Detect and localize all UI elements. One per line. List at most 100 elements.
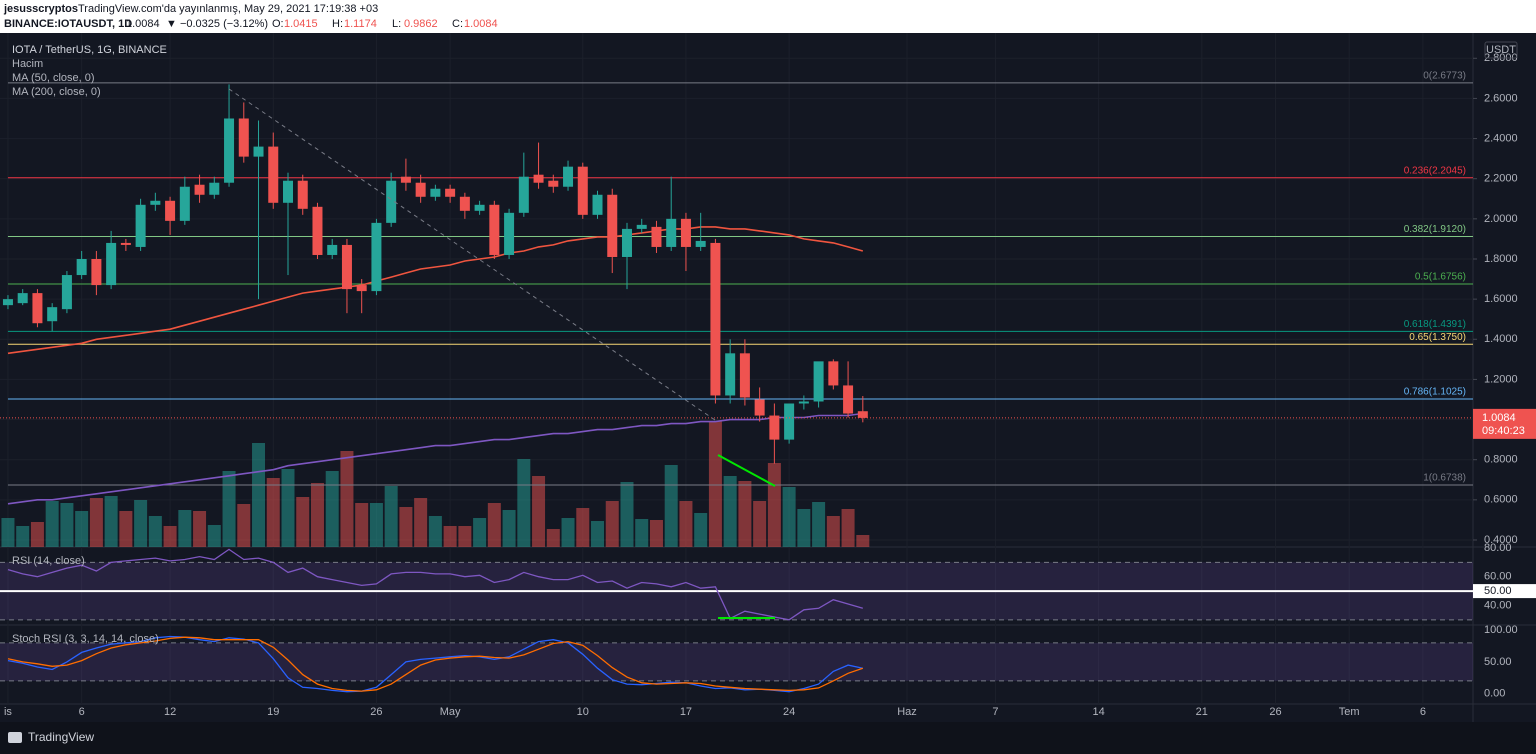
y-tick-label: 1.2000	[1484, 373, 1518, 385]
volume-bar	[340, 451, 354, 547]
candle-body	[106, 242, 117, 286]
candle-body	[474, 204, 485, 211]
volume-bar	[502, 510, 516, 547]
volume-bar	[664, 465, 678, 547]
y-tick-label: 40.00	[1484, 599, 1512, 611]
logo	[8, 732, 22, 743]
indicator-line	[7, 548, 863, 621]
y-tick-label: 60.00	[1484, 571, 1512, 583]
volume-bar	[414, 498, 428, 547]
ohlc-key: L:	[392, 18, 401, 30]
volume-bar	[753, 501, 767, 547]
fib-label: 1(0.6738)	[1423, 473, 1466, 484]
candle-body	[47, 307, 58, 322]
header-bg	[0, 0, 1536, 33]
band	[0, 642, 1473, 681]
pane-title: Stoch RSI (3, 3, 14, 14, close)	[12, 633, 159, 645]
volume-bar	[325, 471, 339, 547]
volume-bar	[458, 526, 472, 547]
volume-bar	[635, 519, 649, 547]
y-tick-label: 2.6000	[1484, 92, 1518, 104]
candle-body	[297, 180, 308, 209]
volume-bar	[237, 504, 251, 547]
volume-bar	[649, 520, 663, 547]
volume-bar	[517, 459, 531, 547]
plot: is 6 12 19 26 May 10 17 24 Haz 7 14 21 26 Tem 6 0.4000 0.…	[0, 33, 1536, 718]
volume-bar	[738, 481, 752, 547]
volume-bar	[841, 509, 855, 547]
y-tick-label: 0.6000	[1484, 494, 1518, 506]
candle-body	[695, 240, 706, 247]
divergence-line	[717, 454, 776, 487]
y-tick-label: 2.0000	[1484, 213, 1518, 225]
candle-body	[445, 188, 456, 197]
y-tick-label: 1.6000	[1484, 293, 1518, 305]
candle-body	[813, 361, 824, 402]
candle-body	[238, 118, 249, 157]
trend-line	[228, 88, 716, 421]
volume-bar	[222, 471, 236, 547]
candle-body	[2, 299, 13, 306]
volume-bar	[89, 498, 103, 547]
candle-body	[135, 204, 146, 247]
volume-bar	[428, 516, 442, 547]
published: TradingView.com'da yayınlanmış, May 29, …	[78, 3, 378, 15]
volume-bar	[104, 496, 118, 547]
candle-body	[843, 385, 854, 414]
volume-bar	[281, 469, 295, 547]
y-tick-label: 1.8000	[1484, 253, 1518, 265]
candle-body	[666, 218, 677, 247]
x-tick-label: 17	[680, 706, 692, 718]
candle-body	[341, 244, 352, 290]
candle-body	[179, 186, 190, 221]
candle-body	[371, 222, 382, 292]
fib-label: 0.236(2.2045)	[1404, 165, 1466, 176]
candle-body	[548, 180, 559, 187]
volume-bar	[163, 526, 177, 547]
x-tick-label: 6	[1420, 706, 1426, 718]
candle-body	[754, 399, 765, 416]
volume-bar	[384, 486, 398, 547]
fib-label: 0.382(1.9120)	[1404, 224, 1466, 235]
ohlc-value: 1.0084	[464, 18, 498, 30]
ma-line	[7, 226, 864, 355]
volume-bar	[856, 535, 870, 547]
volume-bar	[576, 508, 590, 547]
candle-body	[607, 194, 618, 257]
candle-body	[680, 218, 691, 247]
x-tick-label: Haz	[897, 706, 917, 718]
tick-tag	[1473, 584, 1536, 599]
fib-label: 0.618(1.4391)	[1404, 319, 1466, 330]
volume-bar	[355, 503, 369, 547]
ohlc-value: 1.0415	[284, 18, 318, 30]
x-tick-label: Tem	[1339, 706, 1360, 718]
volume-bar	[296, 497, 310, 547]
x-tick-label: 10	[577, 706, 589, 718]
volume-bar	[797, 509, 811, 547]
y-tick-label: 0.8000	[1484, 454, 1518, 466]
x-tick-label: 21	[1196, 706, 1208, 718]
candle-body	[592, 194, 603, 215]
fib-label: 0(2.6773)	[1423, 71, 1466, 82]
indicator-line	[7, 636, 864, 692]
candle-body	[533, 174, 544, 183]
brand: TradingView	[28, 730, 94, 744]
volume-bar	[369, 503, 383, 547]
ohlc: O: 1.0415 H: 1.1174 L: 0.9862 C: 1.0084	[272, 18, 498, 30]
candle-body	[32, 293, 43, 324]
legend-volume: Hacim	[12, 58, 43, 70]
candle-body	[651, 226, 662, 247]
y-tick-label: 2.4000	[1484, 132, 1518, 144]
candle-body	[769, 415, 780, 440]
volume-bar	[473, 518, 487, 547]
candle-body	[828, 361, 839, 386]
volume-bar	[605, 501, 619, 547]
volume-bar	[134, 500, 148, 547]
legend-ma200: MA (200, close, 0)	[12, 86, 101, 98]
countdown: 09:40:23	[1482, 425, 1525, 437]
ohlc-value: 0.9862	[404, 18, 438, 30]
candle-body	[798, 401, 809, 404]
candle-body	[253, 146, 264, 157]
candle-body	[857, 411, 868, 418]
